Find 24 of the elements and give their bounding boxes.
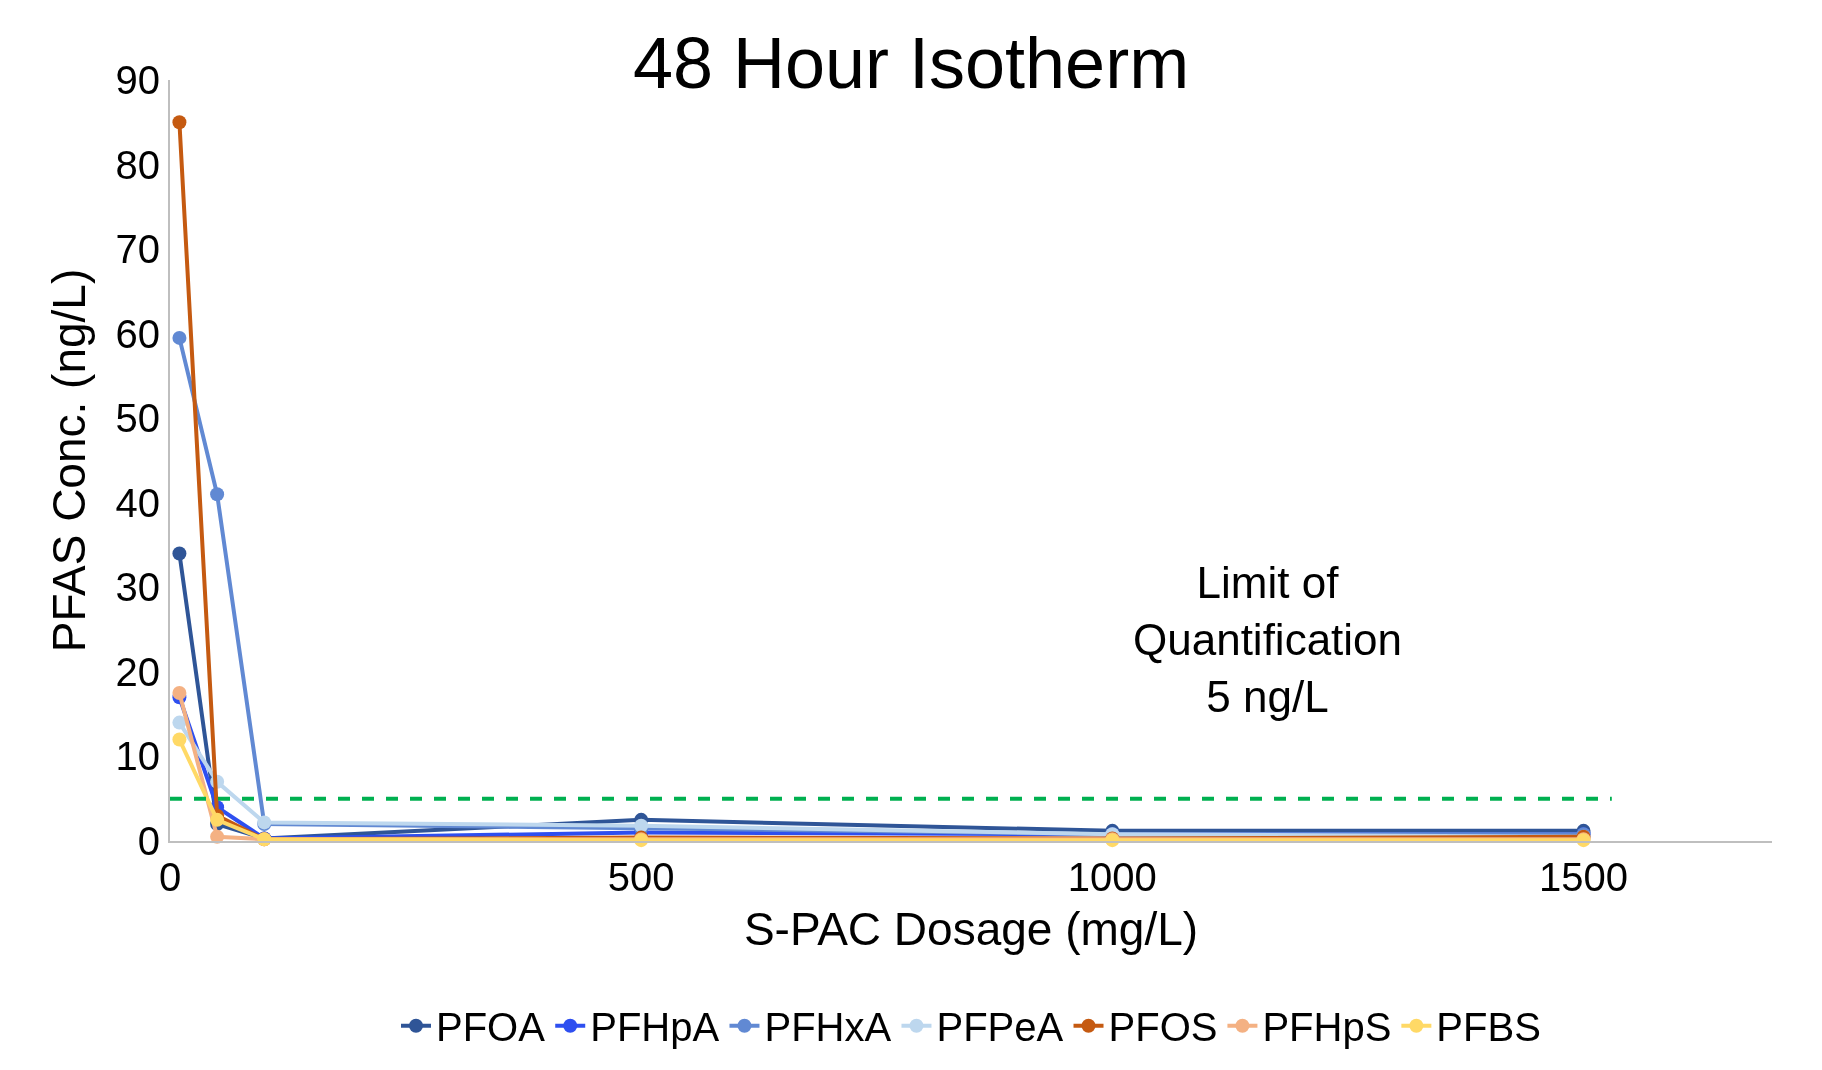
ref-line-label: Limit of Quantification 5 ng/L [1133,558,1403,722]
legend-label: PFOS [1108,1005,1218,1050]
x-axis-title: S-PAC Dosage (mg/L) [743,903,1199,956]
y-tick-label: 90 [115,58,160,102]
y-tick-label: 10 [115,734,160,779]
legend-label: PFPeA [936,1005,1064,1050]
legend-label: PFBS [1436,1005,1541,1050]
y-tick-label: 60 [115,311,160,356]
y-tick-label: 40 [115,480,160,525]
y-axis-title: PFAS Conc. (ng/L) [43,268,96,653]
legend-label: PFHxA [764,1005,892,1050]
legend-label: PFOA [436,1005,546,1050]
x-tick-label: 1000 [1067,855,1157,899]
y-tick-label: 50 [115,396,160,441]
legend-label: PFHpS [1262,1005,1392,1050]
y-tick-label: 80 [115,142,160,187]
x-tick-label: 500 [607,855,675,899]
y-tick-label: 20 [115,649,160,694]
y-tick-label: 70 [115,227,160,272]
legend-label: PFHpA [590,1005,720,1050]
x-tick-label: 1500 [1539,855,1629,899]
chart-title: 48 Hour Isotherm [632,22,1190,103]
y-tick-label: 0 [137,819,160,863]
y-tick-label: 30 [115,565,160,610]
